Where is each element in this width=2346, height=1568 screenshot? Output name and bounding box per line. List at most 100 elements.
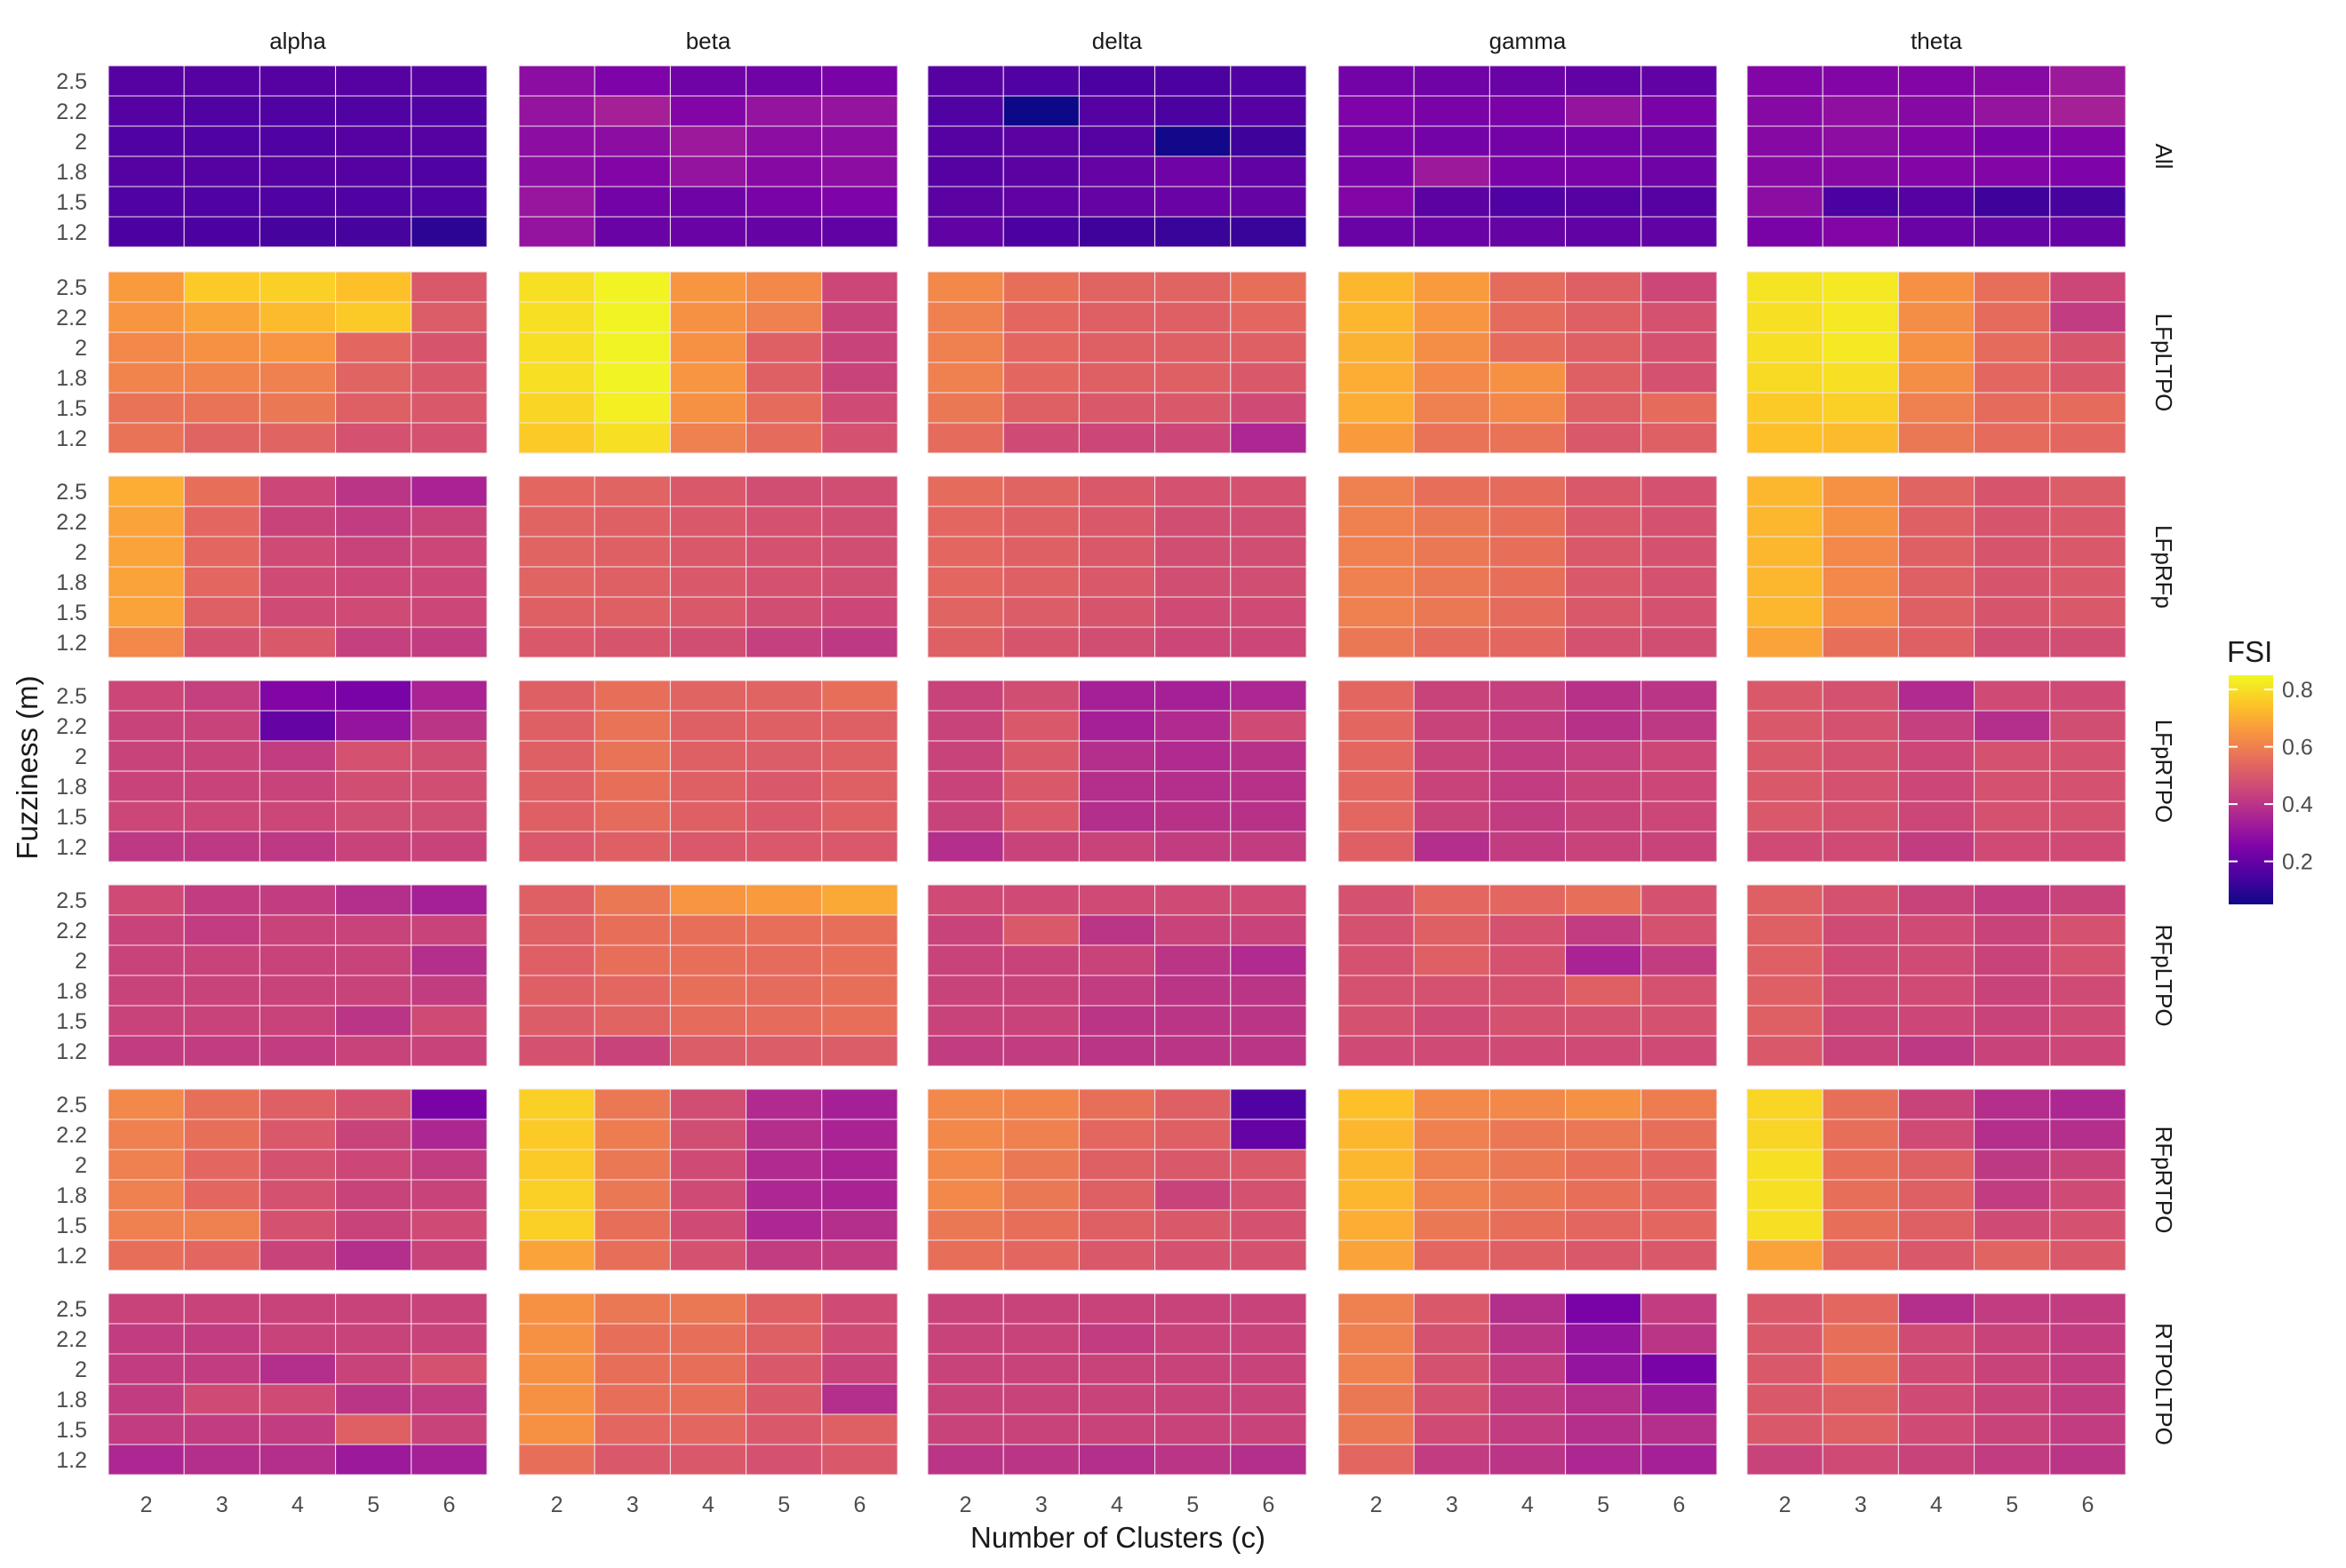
heatmap-cell — [927, 1323, 1004, 1355]
panel-RTPOLTPO-theta — [1746, 1293, 2127, 1476]
heatmap-cell — [2049, 1118, 2127, 1150]
heatmap-cell — [108, 914, 185, 946]
heatmap-cell — [746, 362, 823, 394]
heatmap-cell — [746, 1088, 823, 1120]
heatmap-cell — [669, 1179, 747, 1211]
heatmap-cell — [1002, 596, 1080, 628]
heatmap-cell — [1002, 914, 1080, 946]
heatmap-cell — [1337, 800, 1415, 832]
heatmap-cell — [2049, 1444, 2127, 1476]
heatmap-cell — [1154, 740, 1232, 772]
heatmap-cell — [1822, 800, 1899, 832]
heatmap-cell — [183, 536, 260, 568]
heatmap-cell — [108, 770, 185, 802]
heatmap-cell — [821, 216, 898, 248]
heatmap-cell — [518, 1413, 595, 1445]
heatmap-cell — [1230, 831, 1307, 863]
heatmap-cell — [1974, 65, 2051, 97]
heatmap-cell — [335, 186, 412, 218]
heatmap-cell — [669, 740, 747, 772]
heatmap-cell — [259, 536, 337, 568]
y-tick-label: 2.5 — [56, 480, 87, 505]
heatmap-cell — [2049, 1179, 2127, 1211]
heatmap-cell — [1337, 216, 1415, 248]
heatmap-cell — [1337, 1413, 1415, 1445]
heatmap-cell — [411, 155, 488, 187]
legend-tick-label: 0.4 — [2282, 792, 2313, 817]
heatmap-cell — [669, 65, 747, 97]
heatmap-cell — [2049, 944, 2127, 976]
heatmap-cell — [1154, 155, 1232, 187]
heatmap-cell — [335, 362, 412, 394]
heatmap-cell — [1413, 331, 1490, 363]
heatmap-cell — [1640, 475, 1718, 507]
heatmap-cell — [1337, 1179, 1415, 1211]
heatmap-cell — [1488, 975, 1567, 1007]
column-facet-strips: alpha beta delta gamma theta — [269, 28, 1962, 54]
heatmap-cell — [746, 536, 823, 568]
heatmap-cell — [594, 536, 671, 568]
heatmap-cell — [746, 1353, 823, 1385]
heatmap-cell — [1154, 1353, 1232, 1385]
heatmap-cell — [1413, 1088, 1490, 1120]
row-facet-label-All: All — [2150, 144, 2177, 170]
heatmap-cell — [1640, 1005, 1718, 1037]
heatmap-cell — [594, 1005, 671, 1037]
heatmap-cell — [1974, 884, 2051, 916]
heatmap-cell — [1230, 216, 1307, 248]
heatmap-cell — [335, 392, 412, 424]
heatmap-cell — [1337, 1035, 1415, 1067]
heatmap-cell — [1565, 271, 1642, 303]
heatmap-cell — [821, 1179, 898, 1211]
heatmap-cell — [183, 505, 260, 537]
heatmap-cell — [335, 626, 412, 658]
heatmap-cell — [1154, 95, 1232, 127]
heatmap-cell — [1078, 596, 1156, 628]
heatmap-cell — [927, 422, 1004, 454]
heatmap-cell — [335, 1088, 412, 1120]
heatmap-cell — [821, 271, 898, 303]
heatmap-cell — [1640, 831, 1718, 863]
legend-tick-label: 0.2 — [2282, 850, 2313, 875]
heatmap-cell — [1337, 1383, 1415, 1415]
heatmap-cell — [1230, 536, 1307, 568]
heatmap-cell — [1154, 1239, 1232, 1271]
heatmap-cell — [183, 566, 260, 598]
heatmap-cell — [1337, 1149, 1415, 1181]
heatmap-cell — [411, 831, 488, 863]
heatmap-cell — [669, 1005, 747, 1037]
heatmap-cell — [1002, 1209, 1080, 1241]
heatmap-cell — [1002, 155, 1080, 187]
heatmap-cell — [1488, 186, 1567, 218]
heatmap-cell — [1822, 1444, 1899, 1476]
heatmap-cell — [821, 884, 898, 916]
heatmap-cell — [183, 1413, 260, 1445]
heatmap-cell — [594, 1179, 671, 1211]
heatmap-cell — [1337, 95, 1415, 127]
heatmap-cell — [335, 1005, 412, 1037]
heatmap-cell — [1897, 1383, 1975, 1415]
heatmap-cell — [1746, 475, 1823, 507]
heatmap-cell — [518, 536, 595, 568]
heatmap-cell — [669, 422, 747, 454]
heatmap-cell — [518, 1209, 595, 1241]
heatmap-cell — [2049, 125, 2127, 157]
heatmap-cell — [1640, 1413, 1718, 1445]
y-tick-label: 1.8 — [56, 366, 87, 391]
heatmap-cell — [2049, 1209, 2127, 1241]
x-tick-label: 5 — [367, 1492, 379, 1517]
heatmap-cell — [1413, 95, 1490, 127]
heatmap-cell — [746, 216, 823, 248]
heatmap-cell — [1974, 505, 2051, 537]
y-tick-label: 2.5 — [56, 69, 87, 94]
heatmap-cell — [1897, 914, 1975, 946]
heatmap-cell — [1337, 186, 1415, 218]
heatmap-cell — [411, 1353, 488, 1385]
heatmap-cell — [1154, 800, 1232, 832]
y-tick-label: 1.2 — [56, 1448, 87, 1473]
heatmap-cell — [2049, 362, 2127, 394]
heatmap-cell — [1897, 505, 1975, 537]
heatmap-cell — [411, 1444, 488, 1476]
heatmap-cell — [2049, 680, 2127, 712]
heatmap-cell — [1337, 1353, 1415, 1385]
